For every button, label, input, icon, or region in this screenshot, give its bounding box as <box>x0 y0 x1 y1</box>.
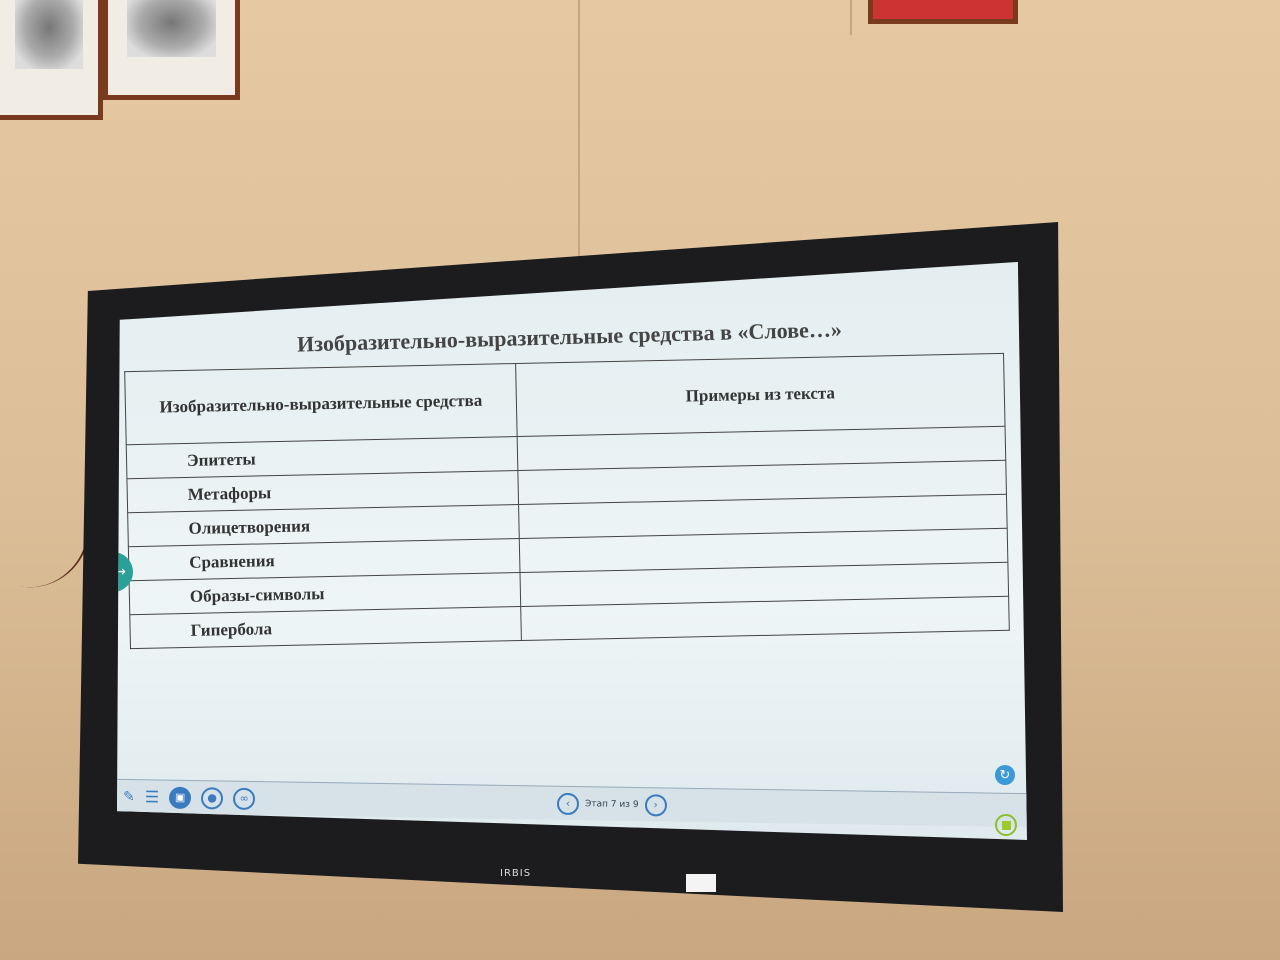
portrait-frame <box>0 0 103 120</box>
stage-navigation: ‹ Этап 7 из 9 › <box>556 792 667 816</box>
wall-seam <box>850 0 852 35</box>
barcode-sticker <box>686 874 716 892</box>
pen-icon[interactable]: ✎ <box>122 788 135 805</box>
slide-title: Изобразительно-выразительные средства в … <box>296 316 843 357</box>
prev-stage-button[interactable]: ‹ <box>556 792 580 815</box>
next-stage-button[interactable]: › <box>644 793 667 816</box>
row-label: Гипербола <box>129 606 522 649</box>
brand-logo: IRBIS <box>500 868 532 879</box>
picture-frame <box>868 0 1018 24</box>
slides-icon[interactable]: ▣ <box>168 786 192 809</box>
devices-table: Изобразительно-выразительные средства Пр… <box>124 353 1010 649</box>
side-panel-arrow-icon[interactable]: → <box>117 552 133 592</box>
menu-icon[interactable]: ☰ <box>144 787 160 807</box>
table-header: Примеры из текста <box>515 353 1006 437</box>
group-icon[interactable]: ∞ <box>232 787 256 810</box>
user-icon[interactable]: ● <box>200 786 224 810</box>
stop-icon[interactable] <box>995 814 1017 836</box>
portrait-frame <box>103 0 240 100</box>
screen: Изобразительно-выразительные средства в … <box>117 262 1027 840</box>
table-header: Изобразительно-выразительные средства <box>124 363 518 445</box>
wall-seam <box>578 0 580 260</box>
refresh-icon[interactable]: ↻ <box>995 765 1015 785</box>
stage-label: Этап 7 из 9 <box>584 798 639 810</box>
